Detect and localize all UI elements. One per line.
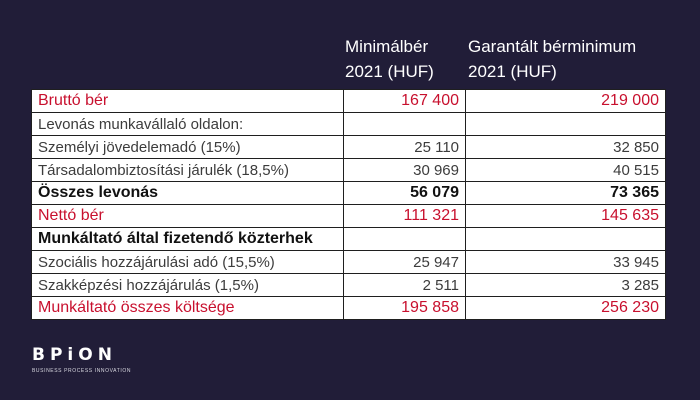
row-label: Munkáltató összes költsége [31,296,344,320]
row-value-min-wage: 25 110 [343,135,466,159]
row-value-guaranteed: 3 285 [465,273,666,297]
header-minimum-wage: Minimálbér 2021 (HUF) [345,34,434,84]
row-value-min-wage: 111 321 [343,204,466,228]
row-value-guaranteed: 145 635 [465,204,666,228]
row-value-guaranteed: 219 000 [465,89,666,113]
logo-wordmark: BPiON [32,345,117,365]
table-row-employer-charges-heading: Munkáltató által fizetendő közterhek [31,227,666,251]
row-label: Szakképzési hozzájárulás (1,5%) [31,273,344,297]
row-label: Összes levonás [31,181,344,205]
header-guaranteed-minimum: Garantált bérminimum 2021 (HUF) [468,34,636,84]
row-value-guaranteed: 256 230 [465,296,666,320]
table-row-employer-total-cost: Munkáltató összes költsége 195 858 256 2… [31,296,666,320]
row-value-min-wage [343,112,466,136]
table-row-total-deductions: Összes levonás 56 079 73 365 [31,181,666,205]
table-row-vocational-training: Szakképzési hozzájárulás (1,5%) 2 511 3 … [31,273,666,297]
row-value-guaranteed: 33 945 [465,250,666,274]
row-label: Levonás munkavállaló oldalon: [31,112,344,136]
row-value-guaranteed: 32 850 [465,135,666,159]
row-label: Társadalombiztosítási járulék (18,5%) [31,158,344,182]
row-value-min-wage: 30 969 [343,158,466,182]
table-row-employee-deductions-heading: Levonás munkavállaló oldalon: [31,112,666,136]
row-value-guaranteed [465,112,666,136]
row-label: Munkáltató által fizetendő közterhek [31,227,344,251]
row-value-min-wage: 195 858 [343,296,466,320]
table-row-net: Nettó bér 111 321 145 635 [31,204,666,228]
row-value-guaranteed: 40 515 [465,158,666,182]
row-value-min-wage: 25 947 [343,250,466,274]
row-label: Személyi jövedelemadó (15%) [31,135,344,159]
logo-tagline: BUSINESS PROCESS INNOVATION [32,368,132,374]
row-value-guaranteed: 73 365 [465,181,666,205]
header-guaranteed-minimum-line1: Garantált bérminimum [468,37,637,56]
header-minimum-wage-line2: 2021 (HUF) [345,62,434,81]
row-value-min-wage [343,227,466,251]
row-label: Bruttó bér [31,89,344,113]
row-value-min-wage: 2 511 [343,273,466,297]
row-value-guaranteed [465,227,666,251]
salary-table: Bruttó bér 167 400 219 000 Levonás munka… [31,89,666,320]
header-minimum-wage-line1: Minimálbér [345,37,429,56]
table-row-social-security: Társadalombiztosítási járulék (18,5%) 30… [31,158,666,182]
table-row-gross: Bruttó bér 167 400 219 000 [31,89,666,113]
company-logo: BPiON BUSINESS PROCESS INNOVATION [32,346,131,374]
row-value-min-wage: 56 079 [343,181,466,205]
row-value-min-wage: 167 400 [343,89,466,113]
table-column-headers: Minimálbér 2021 (HUF) Garantált bérminim… [0,34,700,86]
row-label: Szociális hozzájárulási adó (15,5%) [31,250,344,274]
table-row-personal-income-tax: Személyi jövedelemadó (15%) 25 110 32 85… [31,135,666,159]
table-row-social-contribution-tax: Szociális hozzájárulási adó (15,5%) 25 9… [31,250,666,274]
header-guaranteed-minimum-line2: 2021 (HUF) [468,62,557,81]
row-label: Nettó bér [31,204,344,228]
